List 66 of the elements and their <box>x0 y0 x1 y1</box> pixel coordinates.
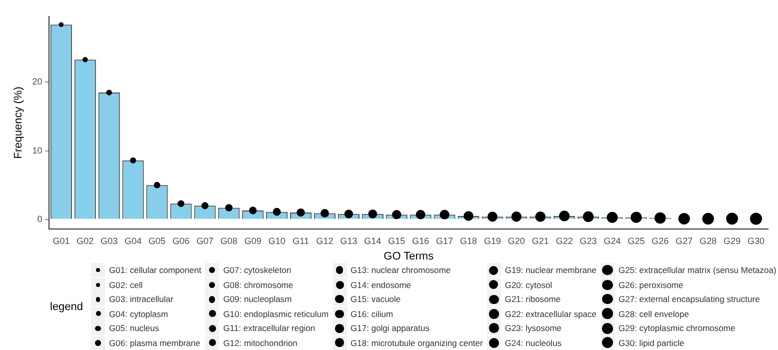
x-tick-label: G13 <box>340 236 358 246</box>
text: G26: peroxisome <box>618 280 684 290</box>
text: G24: nucleolus <box>504 338 562 348</box>
x-tick-label: G22 <box>556 236 573 246</box>
x-tick-label: G26 <box>652 236 669 246</box>
y-tick-label: 20 <box>32 76 42 87</box>
x-tick-label: G06 <box>172 236 190 246</box>
x-tick-label: G04 <box>124 236 142 246</box>
text: G22: extracellular space <box>504 308 597 319</box>
text: G14: endosome <box>350 280 412 290</box>
text: G17: golgi apparatus <box>350 323 430 334</box>
y-axis-title: Frequency (%) <box>12 86 25 159</box>
x-tick-label: G05 <box>148 236 166 246</box>
text: G25: extracellular matrix (sensu Metazoa) <box>618 265 776 276</box>
y-tick-label: 0 <box>37 214 42 224</box>
x-tick-label: G15 <box>388 236 406 246</box>
text: G20: cytosol <box>504 280 552 290</box>
x-tick-label: G01 <box>52 236 70 246</box>
text: G08: chromosome <box>223 280 294 290</box>
text: G15: vacuole <box>350 294 401 304</box>
legend-title: legend <box>50 300 84 312</box>
text: G21: ribosome <box>504 294 561 304</box>
text: G27: external encapsulating structure <box>618 294 760 304</box>
x-tick-label: G25 <box>628 236 645 246</box>
x-tick-label: G18 <box>460 236 478 246</box>
text: G29: cytoplasmic chromosome <box>618 323 736 334</box>
x-tick-label: G23 <box>580 236 597 246</box>
x-tick-label: G24 <box>604 236 621 246</box>
text: G10: endoplasmic reticulum <box>223 308 329 319</box>
text: G01: cellular component <box>109 265 202 276</box>
text: G23: lysosome <box>504 323 562 334</box>
x-tick-label: G07 <box>196 236 214 246</box>
text: G11: extracellular region <box>223 323 316 334</box>
x-tick-label: G20 <box>508 236 525 246</box>
text: G07: cytoskeleton <box>223 265 292 276</box>
text: G13: nuclear chromosome <box>350 265 451 276</box>
x-tick-label: G08 <box>220 236 238 246</box>
x-tick-label: G30 <box>748 236 765 246</box>
x-tick-label: G17 <box>436 236 454 246</box>
text: G05: nucleus <box>109 323 160 334</box>
text: G03: intracellular <box>109 294 174 304</box>
x-tick-label: G28 <box>700 236 717 246</box>
text: G19: nuclear membrane <box>504 265 597 276</box>
text: G18: microtubule organizing center <box>350 338 483 348</box>
y-tick-label: 10 <box>32 145 42 156</box>
text: G30: lipid particle <box>618 338 684 348</box>
text: G12: mitochondrion <box>223 338 298 348</box>
text: G04: cytoplasm <box>109 308 168 319</box>
x-tick-label: G27 <box>676 236 693 246</box>
text: G16: cilium <box>350 308 394 319</box>
x-tick-label: G09 <box>244 236 262 246</box>
x-tick-label: G29 <box>724 236 741 246</box>
x-tick-label: G19 <box>484 236 501 246</box>
x-tick-label: G02 <box>76 236 94 246</box>
x-tick-label: G12 <box>316 236 334 246</box>
text: G06: plasma membrane <box>109 338 200 348</box>
text: G09: nucleoplasm <box>223 294 292 304</box>
text: G28: cell envelope <box>618 308 689 319</box>
x-tick-label: G16 <box>412 236 430 246</box>
x-tick-label: G03 <box>100 236 118 246</box>
x-tick-label: G21 <box>532 236 549 246</box>
x-tick-label: G10 <box>268 236 286 246</box>
text: G02: cell <box>109 280 143 290</box>
x-tick-label: G11 <box>292 236 309 246</box>
x-tick-label: G14 <box>364 236 382 246</box>
x-axis-title: GO Terms <box>384 250 434 262</box>
